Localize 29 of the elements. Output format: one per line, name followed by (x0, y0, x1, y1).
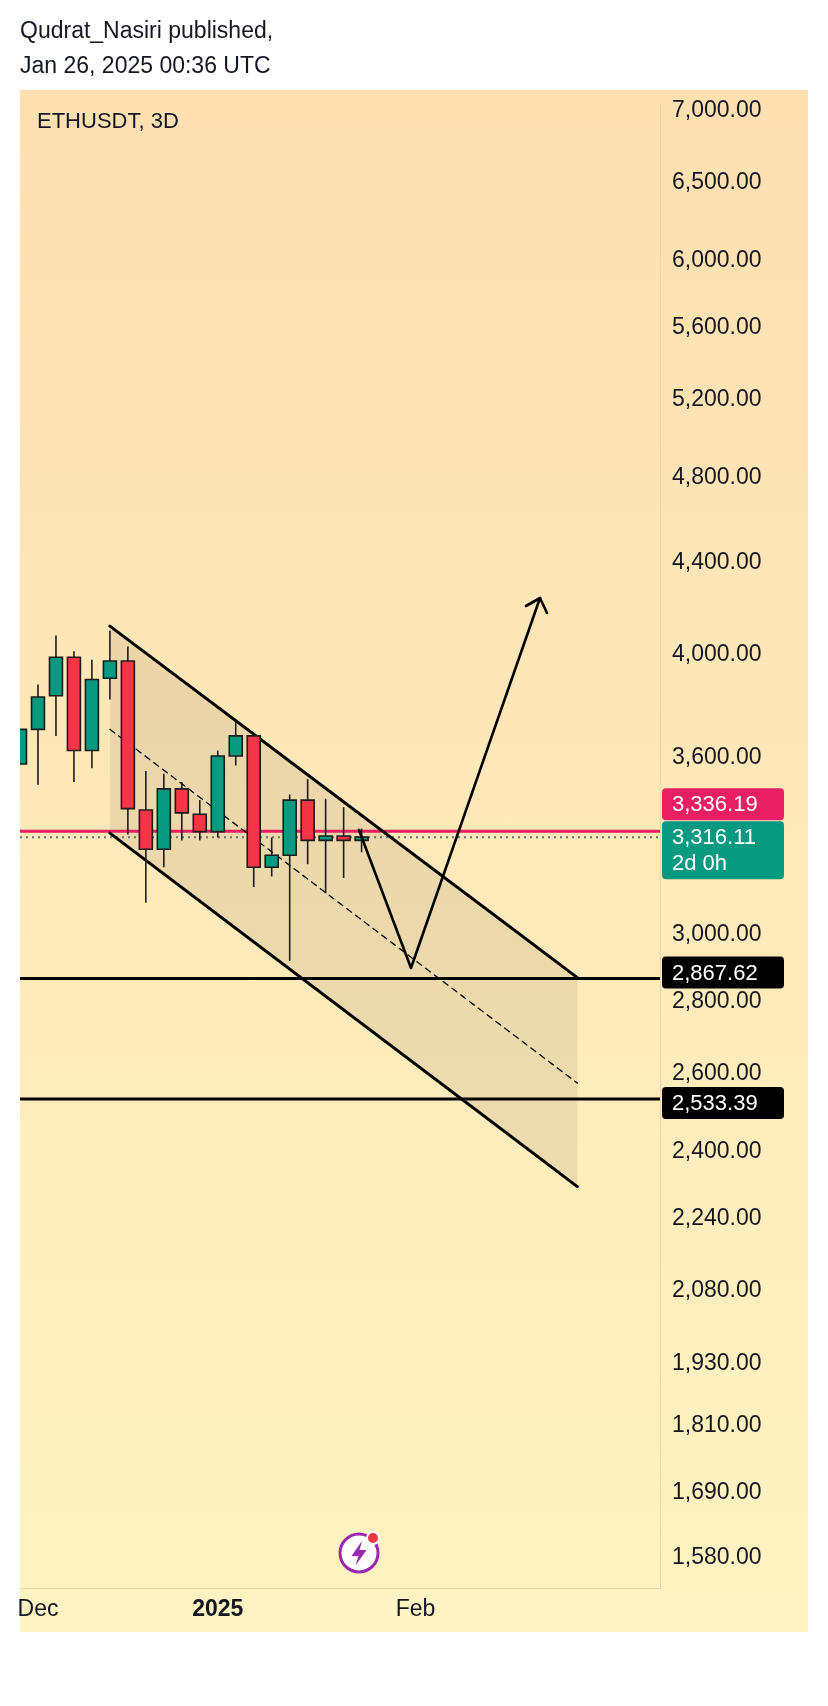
text: Jan 26, 2025 00:36 UTC (20, 51, 272, 80)
y-tick-label: 5,600.00 (672, 313, 762, 340)
y-tick-label: 4,400.00 (672, 547, 762, 574)
y-tick-label: 2,400.00 (672, 1136, 762, 1163)
y-tick-label: 2,240.00 (672, 1203, 762, 1230)
ref-line-label: 3,316.11 2d 0h (672, 824, 757, 876)
y-tick-label: 3,600.00 (672, 742, 762, 769)
y-tick-label: 6,000.00 (672, 245, 762, 272)
y-tick-label: 1,810.00 (672, 1411, 762, 1438)
y-tick-label: 1,690.00 (672, 1477, 762, 1504)
y-tick-label: 1,930.00 (672, 1348, 762, 1375)
x-tick-label: Feb (395, 1595, 436, 1622)
y-tick-label: 5,200.00 (672, 385, 762, 412)
chart-title: ETHUSDT, 3D (37, 108, 179, 134)
y-tick-label: 2,600.00 (672, 1059, 762, 1086)
x-tick-label: 2025 (192, 1595, 244, 1622)
y-tick-label: 2,800.00 (672, 986, 762, 1013)
y-tick-label: 4,000.00 (672, 640, 762, 667)
y-tick-label: 6,500.00 (672, 168, 762, 195)
y-tick-label: 1,580.00 (672, 1543, 762, 1570)
text: Qudrat_Nasiri published, (20, 16, 274, 45)
y-tick-label: 3,000.00 (672, 919, 762, 946)
ref-line-label: 3,336.19 (672, 791, 758, 817)
y-tick-label: 7,000.00 (672, 96, 762, 123)
ref-line-label: 2,867.62 (672, 959, 758, 985)
x-tick-label: Dec (17, 1595, 59, 1622)
y-tick-label: 4,800.00 (672, 462, 762, 489)
y-tick-label: 2,080.00 (672, 1276, 762, 1303)
ref-line-label: 2,533.39 (672, 1090, 758, 1115)
